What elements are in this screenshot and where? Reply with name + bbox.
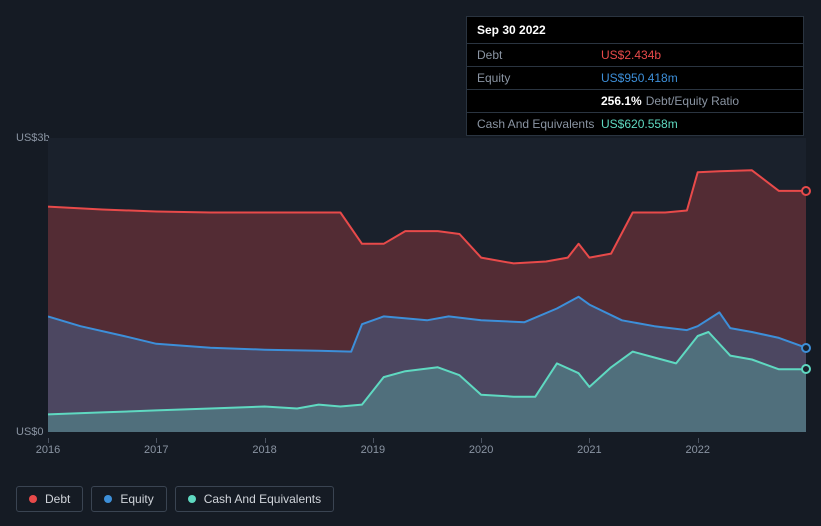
x-tick-mark bbox=[481, 438, 482, 443]
x-tick-mark bbox=[698, 438, 699, 443]
legend-label: Debt bbox=[45, 492, 70, 506]
legend-item[interactable]: Debt bbox=[16, 486, 83, 512]
tooltip-row: DebtUS$2.434b bbox=[467, 44, 803, 67]
legend-dot-icon bbox=[188, 495, 196, 503]
tooltip-label: Cash And Equivalents bbox=[477, 117, 601, 131]
tooltip-value: US$620.558m bbox=[601, 117, 678, 131]
x-tick-label: 2016 bbox=[36, 444, 60, 456]
x-tick-mark bbox=[265, 438, 266, 443]
x-tick-label: 2019 bbox=[361, 444, 385, 456]
legend-label: Equity bbox=[120, 492, 153, 506]
legend-item[interactable]: Cash And Equivalents bbox=[175, 486, 334, 512]
x-tick-mark bbox=[156, 438, 157, 443]
x-tick-label: 2022 bbox=[685, 444, 709, 456]
series-end-marker bbox=[801, 186, 811, 196]
debt-equity-chart: US$3b US$0 2016 2017 2018 2019 2020 2021 2022 bbox=[16, 120, 806, 470]
x-tick-label: 2021 bbox=[577, 444, 601, 456]
x-tick-label: 2018 bbox=[252, 444, 276, 456]
tooltip-value: 256.1%Debt/Equity Ratio bbox=[601, 94, 739, 108]
chart-legend: Debt Equity Cash And Equivalents bbox=[16, 486, 334, 512]
tooltip-label bbox=[477, 94, 601, 108]
tooltip-date: Sep 30 2022 bbox=[467, 17, 803, 44]
tooltip-row: 256.1%Debt/Equity Ratio bbox=[467, 90, 803, 113]
y-tick-label: US$0 bbox=[16, 426, 44, 438]
x-tick-label: 2017 bbox=[144, 444, 168, 456]
series-end-marker bbox=[801, 343, 811, 353]
legend-dot-icon bbox=[29, 495, 37, 503]
y-tick-label: US$3b bbox=[16, 132, 50, 144]
tooltip-value: US$2.434b bbox=[601, 48, 661, 62]
tooltip-label: Equity bbox=[477, 71, 601, 85]
chart-tooltip: Sep 30 2022 DebtUS$2.434bEquityUS$950.41… bbox=[466, 16, 804, 136]
x-tick-label: 2020 bbox=[469, 444, 493, 456]
plot-area[interactable] bbox=[48, 138, 806, 432]
x-tick-mark bbox=[373, 438, 374, 443]
tooltip-row: Cash And EquivalentsUS$620.558m bbox=[467, 113, 803, 135]
tooltip-label: Debt bbox=[477, 48, 601, 62]
x-tick-mark bbox=[48, 438, 49, 443]
legend-item[interactable]: Equity bbox=[91, 486, 166, 512]
tooltip-value: US$950.418m bbox=[601, 71, 678, 85]
series-end-marker bbox=[801, 364, 811, 374]
tooltip-row: EquityUS$950.418m bbox=[467, 67, 803, 90]
legend-dot-icon bbox=[104, 495, 112, 503]
x-axis: 2016201720182019202020212022 bbox=[48, 438, 806, 458]
x-tick-mark bbox=[589, 438, 590, 443]
legend-label: Cash And Equivalents bbox=[204, 492, 321, 506]
